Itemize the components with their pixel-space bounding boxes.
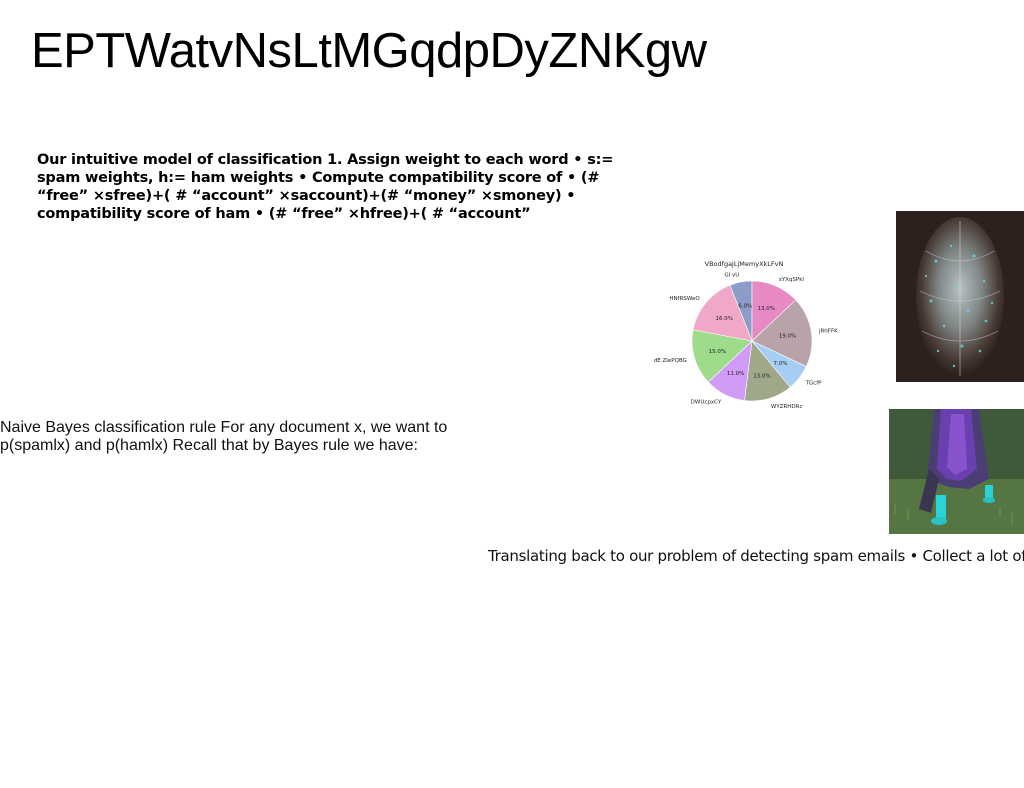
pie-category-label-2: jRhFFK xyxy=(818,328,838,334)
slide-title: EPTWatvNsLtMGqdpDyZNKgw xyxy=(31,24,707,78)
purple-coat-photo-art xyxy=(889,409,1024,534)
pie-category-label-4: WYZRHDRc xyxy=(771,404,803,410)
pie-category-label-6: dE ZIePQBG xyxy=(654,358,687,364)
sculpture-photo-art xyxy=(896,211,1024,382)
pie-value-label-2: 19.0% xyxy=(779,333,796,339)
spam-detection-text: Translating back to our problem of detec… xyxy=(488,547,1024,565)
pie-chart: VBodfgajLjMemyXkLFvN 6.0% 13.0% 19.0% 7.0% 1… xyxy=(652,254,842,438)
pie-value-label-1: 13.0% xyxy=(758,306,775,312)
pie-value-label-4: 13.0% xyxy=(753,374,770,380)
sculpture-photo xyxy=(896,211,1024,382)
pie-slice-7 xyxy=(692,284,753,342)
purple-coat-photo xyxy=(889,409,1024,534)
pie-category-label-7: HNfRSWeO xyxy=(669,296,700,302)
pie-slice-6 xyxy=(691,329,753,383)
pie-value-label-7: 16.0% xyxy=(716,316,733,322)
pie-category-label-5: DWUcpxCY xyxy=(691,399,722,405)
pie-value-label-6: 15.0% xyxy=(709,349,726,355)
pie-category-label-3: TGcfP xyxy=(805,381,823,387)
pie-value-label-5: 11.0% xyxy=(727,371,744,377)
pie-top-label: VBodfgajLjMemyXkLFvN xyxy=(705,260,784,268)
classification-model-text: Our intuitive model of classification 1.… xyxy=(37,152,614,222)
pie-slice-2 xyxy=(751,299,813,367)
pie-chart-svg: VBodfgajLjMemyXkLFvN 6.0% 13.0% 19.0% 7.0% 1… xyxy=(654,260,838,410)
pie-value-label-0: 6.0% xyxy=(738,304,752,310)
pie-category-label-0: GI vU xyxy=(724,272,739,278)
pie-category-label-1: sYXqSPkl xyxy=(779,277,804,283)
pie-value-label-3: 7.0% xyxy=(773,361,787,367)
bayes-rule-text: Naive Bayes classification rule For any … xyxy=(0,419,448,454)
